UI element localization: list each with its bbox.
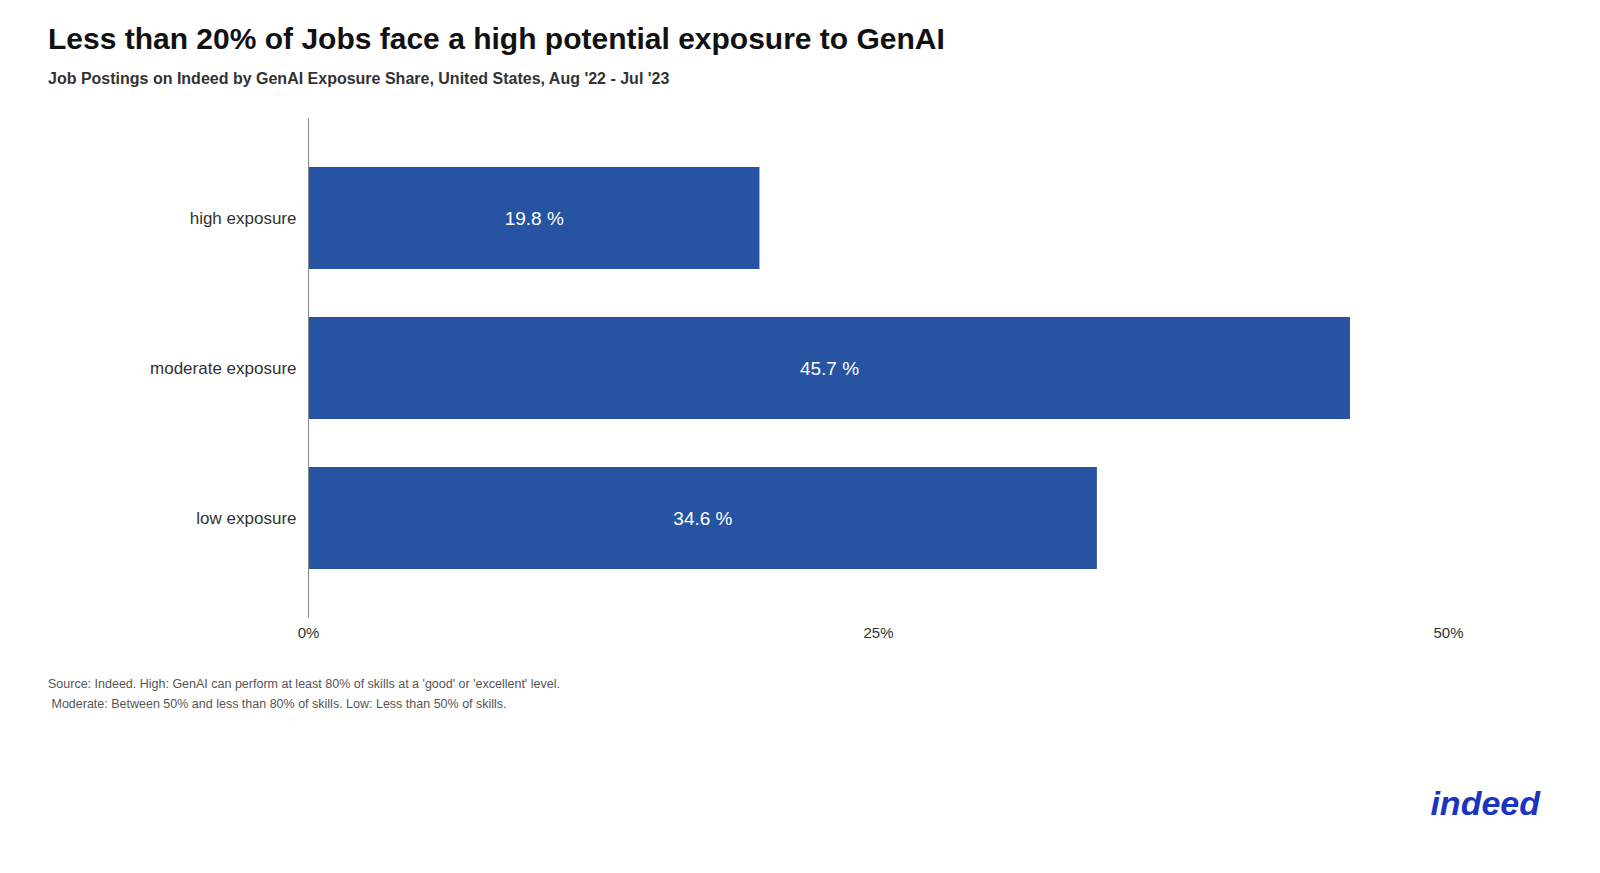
svg-text:high exposure: high exposure bbox=[190, 209, 297, 228]
html-text:indeed: indeed bbox=[1430, 784, 1540, 822]
html-text:Less than 20% of Jobs face a h: Less than 20% of Jobs face a high potent… bbox=[48, 22, 945, 55]
svg-text:19.8 %: 19.8 % bbox=[505, 208, 564, 229]
html-text:Source: Indeed. High: GenAI ca: Source: Indeed. High: GenAI can perform … bbox=[48, 677, 560, 691]
svg-text:34.6 %: 34.6 % bbox=[673, 508, 732, 529]
svg-text:low exposure: low exposure bbox=[196, 509, 296, 528]
html-text:Moderate: Between 50% and less: Moderate: Between 50% and less than 80% … bbox=[48, 697, 507, 711]
svg-text:25%: 25% bbox=[863, 624, 893, 641]
svg-text:45.7 %: 45.7 % bbox=[800, 358, 859, 379]
svg-text:0%: 0% bbox=[298, 624, 320, 641]
svg-text:50%: 50% bbox=[1433, 624, 1463, 641]
html-text:Job Postings on Indeed by GenA: Job Postings on Indeed by GenAI Exposure… bbox=[48, 70, 670, 87]
svg-text:moderate exposure: moderate exposure bbox=[150, 359, 296, 378]
